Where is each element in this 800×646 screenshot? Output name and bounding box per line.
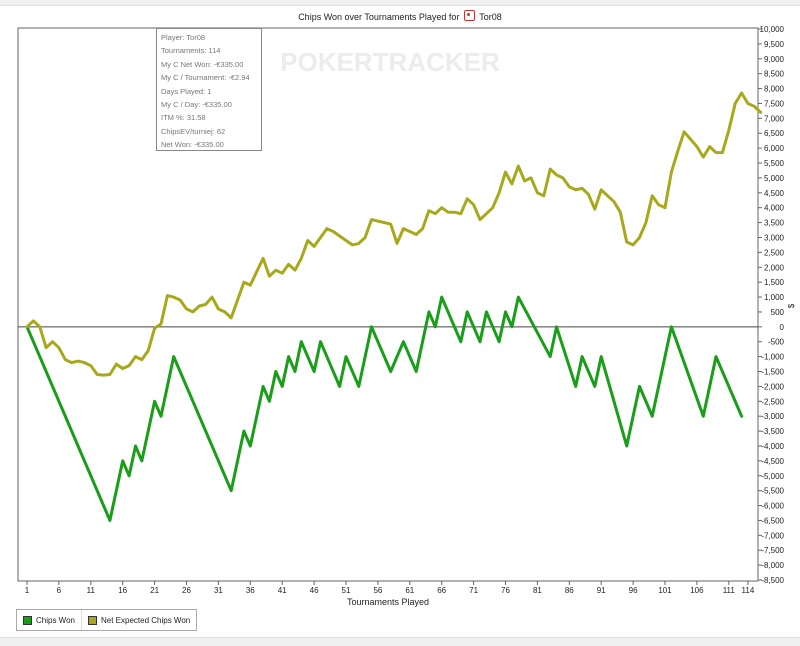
y-tick-label: 9,000 xyxy=(764,55,785,64)
x-tick-label: 101 xyxy=(658,586,672,595)
series-layer xyxy=(25,91,763,522)
player-card-icon xyxy=(463,10,475,21)
y-tick-label: -4,000 xyxy=(761,442,784,451)
window-bottom-bar xyxy=(0,637,800,646)
legend-item[interactable]: Chips Won xyxy=(17,610,81,630)
y-tick-label: 4,500 xyxy=(764,189,785,198)
tooltip-line: ChipsEV/turniej: 62 xyxy=(161,126,226,136)
x-tick-label: 111 xyxy=(723,586,736,595)
x-tick-label: 86 xyxy=(565,586,574,595)
legend-swatch xyxy=(23,615,32,625)
y-tick-label: -1,500 xyxy=(761,368,784,377)
legend-label: Net Expected Chips Won xyxy=(100,615,191,625)
y-tick-label: -3,500 xyxy=(761,427,784,436)
y-tick-label: 6,000 xyxy=(764,144,785,153)
chart-title-text: Chips Won over Tournaments Played for xyxy=(298,12,460,22)
x-axis-label: Tournaments Played xyxy=(347,597,429,607)
y-tick-label: 7,500 xyxy=(764,99,785,108)
y-axis: 10,000 9,500 9,000 8,500 8,000 7,500 7,000 6,50… xyxy=(18,25,785,585)
x-tick-label: 91 xyxy=(597,586,606,595)
y-tick-label: 3,000 xyxy=(764,233,785,242)
series-line-net-expected-chips-won xyxy=(25,91,763,377)
x-tick-label: 1 xyxy=(25,586,30,595)
x-tick-label: 114 xyxy=(742,586,755,595)
y-tick-label: 2,500 xyxy=(764,248,785,257)
chart-legend: Chips Won Net Expected Chips Won xyxy=(16,609,198,631)
x-tick-label: 96 xyxy=(629,586,638,595)
tooltip-line: My C / Day: -€335.00 xyxy=(161,100,232,110)
y-tick-label: 5,500 xyxy=(764,159,785,168)
x-tick-label: 26 xyxy=(182,586,191,595)
x-tick-label: 66 xyxy=(437,586,446,595)
x-tick-label: 6 xyxy=(57,586,62,595)
y-tick-label: 10,000 xyxy=(760,25,785,34)
legend-label: Chips Won xyxy=(36,615,75,625)
y-tick-label: 7,000 xyxy=(764,114,785,123)
x-tick-label: 46 xyxy=(310,586,319,595)
tooltip-line: Tournaments: 114 xyxy=(161,46,221,56)
plot-area xyxy=(17,27,759,582)
tooltip-line: My C Net Won: -€335.00 xyxy=(161,59,244,69)
y-tick-label: 4,000 xyxy=(764,204,785,213)
y-tick-label: 500 xyxy=(771,308,785,317)
x-tick-label: 11 xyxy=(87,586,96,595)
y-tick-label: -7,000 xyxy=(761,531,784,540)
legend-swatch xyxy=(87,615,97,625)
y-tick-label: -4,500 xyxy=(761,457,784,466)
y-tick-label: 9,500 xyxy=(764,40,785,49)
y-tick-label: 1,000 xyxy=(764,293,785,302)
y-tick-label: 5,000 xyxy=(764,174,785,183)
x-tick-label: 56 xyxy=(373,586,382,595)
y-tick-label: -500 xyxy=(768,338,785,347)
y-tick-label: 8,000 xyxy=(764,85,785,94)
y-axis-label: $ xyxy=(787,303,796,308)
x-tick-label: 61 xyxy=(405,586,414,595)
y-tick-label: -5,000 xyxy=(761,472,784,481)
window-top-bar xyxy=(0,0,800,6)
x-tick-label: 21 xyxy=(150,586,159,595)
y-tick-label: -8,000 xyxy=(761,561,784,570)
y-tick-label: -1,000 xyxy=(761,353,784,362)
legend-item[interactable]: Net Expected Chips Won xyxy=(80,610,196,630)
y-tick-label: 2,000 xyxy=(764,263,785,272)
tooltip-line: Days Played: 1 xyxy=(161,86,212,96)
x-axis: 1 6 11 16 21 26 31 36 41 46 51 56 61 66 71 76 81 86 91 96 10… xyxy=(25,581,755,595)
chart-title-player: Tor08 xyxy=(479,12,502,22)
watermark: POKERTRACKER xyxy=(280,47,500,77)
y-tick-label: 3,500 xyxy=(764,219,785,228)
tooltip-line: ITM %: 31.58 xyxy=(161,113,206,123)
x-tick-label: 81 xyxy=(533,586,542,595)
y-tick-label: 0 xyxy=(780,323,785,332)
x-tick-label: 36 xyxy=(246,586,255,595)
y-tick-label: -6,000 xyxy=(761,502,784,511)
y-tick-label: -2,000 xyxy=(761,382,784,391)
tooltip-line: Player: Tor08 xyxy=(161,33,206,42)
y-tick-label: -7,500 xyxy=(761,546,784,555)
y-tick-label: 1,500 xyxy=(764,278,785,287)
series-line-chips-won xyxy=(25,295,744,522)
y-tick-label: 8,500 xyxy=(764,70,785,79)
x-tick-label: 41 xyxy=(278,586,287,595)
x-tick-label: 106 xyxy=(690,586,704,595)
x-tick-label: 51 xyxy=(342,586,351,595)
y-tick-label: -6,500 xyxy=(761,516,784,525)
y-tick-label: -8,500 xyxy=(761,576,784,585)
x-tick-label: 71 xyxy=(469,586,478,595)
x-tick-label: 16 xyxy=(118,586,127,595)
tooltip-line: My C / Tournament: -€2.94 xyxy=(161,73,250,83)
x-tick-label: 76 xyxy=(501,586,510,595)
tooltip-line: Net Won: -€335.00 xyxy=(161,140,224,150)
stats-tooltip: Player: Tor08 Tournaments: 114 My C Net Wo… xyxy=(156,28,262,151)
y-tick-label: -5,500 xyxy=(761,487,784,496)
x-tick-label: 31 xyxy=(214,586,223,595)
chart-title: Chips Won over Tournaments Played for To… xyxy=(0,10,800,22)
y-tick-label: -3,000 xyxy=(761,412,784,421)
y-tick-label: -2,500 xyxy=(761,397,784,406)
y-tick-label: 6,500 xyxy=(764,129,785,138)
